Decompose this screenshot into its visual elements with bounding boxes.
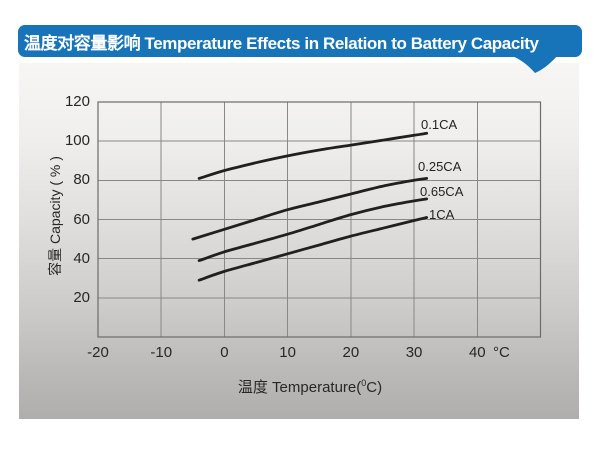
y-tick-label: 80 (73, 171, 90, 189)
x-axis-title-sup: 0 (361, 378, 367, 388)
capacity-curve-0.25ca (191, 177, 429, 241)
x-tick-label: 20 (342, 344, 360, 361)
x-axis-title-text: 温度 Temperature( (237, 379, 362, 396)
x-tick-label: 0 (220, 344, 229, 361)
x-axis-title-suffix: C) (366, 379, 383, 396)
series-label-1ca: 1CA (429, 207, 455, 222)
y-tick-label: 60 (73, 210, 90, 228)
header-banner: 温度对容量影响 Temperature Effects in Relation … (18, 25, 582, 57)
x-axis-title: 温度 Temperature(0C) (220, 376, 400, 397)
x-tick-label: 40 (468, 344, 486, 361)
x-axis-unit: °C (493, 344, 510, 361)
capacity-curve-0.1ca (197, 131, 429, 180)
y-tick-label: 20 (73, 288, 90, 306)
x-tick-label: 30 (405, 344, 423, 361)
capacity-curve-1ca (197, 216, 429, 282)
plot-border (97, 101, 542, 338)
banner-tail-pointer (512, 56, 557, 73)
chart-panel (19, 63, 579, 419)
series-label-0.65ca: 0.65CA (420, 184, 464, 199)
capacity-curve-0.65ca (197, 197, 429, 262)
page-title: 温度对容量影响 Temperature Effects in Relation … (24, 33, 539, 53)
x-tick-label: 10 (279, 344, 296, 361)
y-tick-label: 100 (64, 132, 90, 150)
x-tick-label: -20 (87, 344, 109, 361)
series-label-0.1ca: 0.1CA (421, 117, 458, 132)
y-tick-label: 40 (73, 249, 90, 267)
x-tick-label: -10 (150, 344, 173, 361)
y-tick-label: 120 (64, 93, 90, 110)
series-label-0.25ca: 0.25CA (418, 159, 462, 174)
